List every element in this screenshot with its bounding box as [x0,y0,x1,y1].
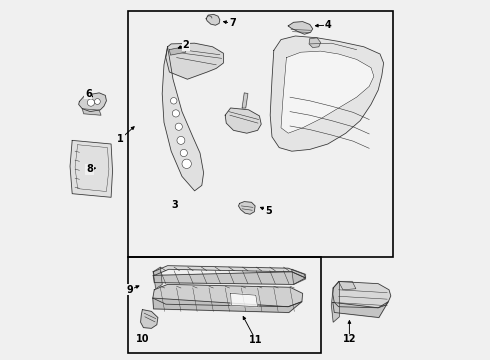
Circle shape [175,123,182,130]
Circle shape [95,99,100,104]
Circle shape [172,110,179,117]
Polygon shape [239,202,255,214]
Text: 2: 2 [182,40,189,50]
Polygon shape [339,282,356,290]
Polygon shape [281,51,374,133]
Polygon shape [270,36,384,151]
Polygon shape [153,272,305,284]
Polygon shape [206,14,220,25]
Polygon shape [331,282,339,322]
Circle shape [177,136,185,144]
Polygon shape [333,302,388,318]
Circle shape [171,98,177,104]
Text: 4: 4 [324,20,331,30]
Polygon shape [166,43,223,79]
Polygon shape [333,282,391,308]
Polygon shape [292,269,305,284]
Polygon shape [82,109,101,115]
Bar [128,257,320,353]
Text: 5: 5 [265,206,272,216]
Polygon shape [288,22,313,34]
Polygon shape [79,93,106,112]
Polygon shape [153,284,303,307]
Polygon shape [141,310,158,328]
Polygon shape [242,93,248,108]
Polygon shape [162,47,204,191]
Polygon shape [153,266,305,278]
Polygon shape [153,298,302,312]
Text: 7: 7 [229,18,236,28]
Polygon shape [70,140,113,197]
Polygon shape [225,108,261,133]
Text: 8: 8 [86,164,93,174]
Text: 12: 12 [343,334,356,344]
Text: 9: 9 [126,285,133,295]
Text: 11: 11 [249,335,263,345]
Polygon shape [231,293,258,307]
Polygon shape [153,267,162,289]
Text: 6: 6 [85,89,92,99]
Circle shape [87,99,95,106]
Text: 1: 1 [118,134,124,144]
Circle shape [182,159,192,168]
Polygon shape [170,47,186,55]
Polygon shape [309,38,320,48]
Circle shape [180,149,187,157]
Text: 3: 3 [172,200,178,210]
Text: 10: 10 [136,334,149,344]
Bar [128,11,392,257]
